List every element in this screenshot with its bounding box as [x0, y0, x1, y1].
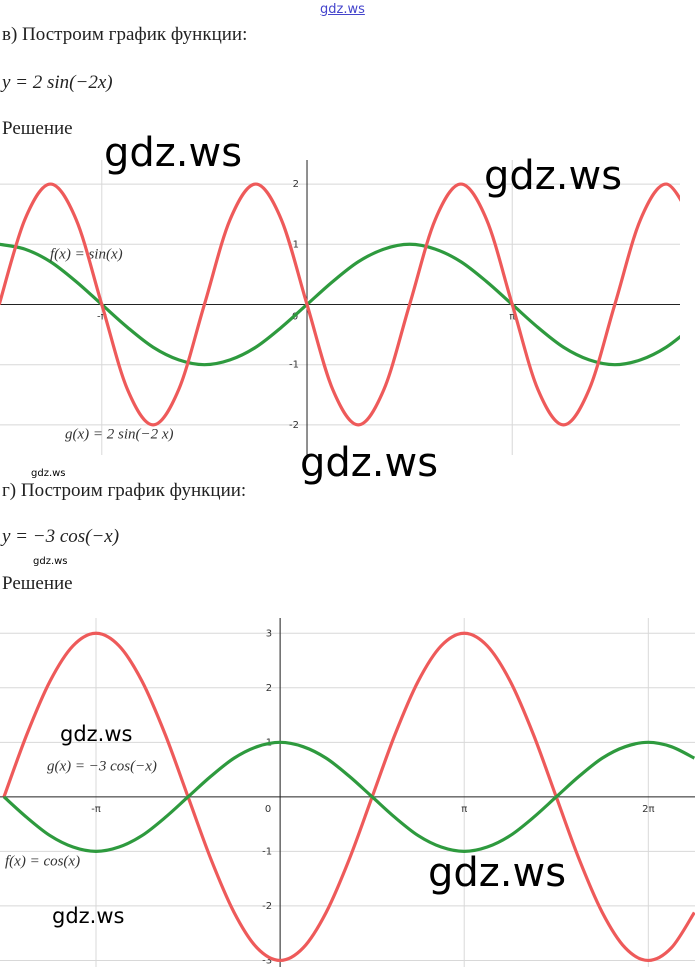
watermark: gdz.ws	[104, 130, 243, 176]
x-tick-label: -π	[91, 804, 101, 815]
watermark: gdz.ws	[300, 440, 439, 486]
y-tick-label: 3	[266, 628, 272, 639]
x-tick-label: -π	[97, 311, 107, 322]
formula: y = 2 sin(−2x)	[2, 72, 113, 93]
y-tick-label: 2	[266, 683, 272, 694]
watermark: gdz.ws	[52, 904, 125, 928]
y-tick-label: -2	[289, 420, 299, 431]
y-tick-label: -2	[262, 901, 272, 912]
heading: г) Построим график функции:	[2, 480, 247, 501]
curve	[0, 182, 680, 427]
y-tick-label: -1	[262, 846, 272, 857]
y-tick-label: -1	[289, 360, 299, 371]
x-tick-label: π	[509, 311, 515, 322]
chart: -2-112-π 0 πf(x) = sin(x)g(x) = 2 sin(−2 x…	[0, 160, 680, 455]
curve-label: g(x) = −3 cos(−x)	[47, 758, 157, 774]
formula: y = −3 cos(−x)	[2, 526, 120, 547]
heading: в) Построим график функции:	[2, 24, 248, 45]
y-tick-label: 1	[293, 239, 299, 250]
x-tick-label: 2π	[642, 804, 654, 815]
site-link[interactable]: gdz.ws	[320, 2, 365, 17]
y-tick-label: -3	[262, 955, 272, 966]
y-tick-label: 2	[293, 179, 299, 190]
curve	[2, 740, 695, 853]
solution-label: Решение	[2, 573, 73, 594]
watermark: gdz.ws	[428, 850, 567, 896]
x-tick-label: 0	[265, 804, 271, 815]
watermark: gdz.ws	[33, 556, 68, 567]
curve-label: g(x) = 2 sin(−2 x)	[65, 426, 174, 442]
watermark: gdz.ws	[60, 722, 133, 746]
watermark: gdz.ws	[484, 153, 623, 199]
curve	[2, 631, 695, 963]
x-tick-label: π	[461, 804, 467, 815]
solution-label: Решение	[2, 118, 73, 139]
curve	[0, 242, 680, 367]
watermark: gdz.ws	[31, 468, 66, 479]
curve-label: f(x) = cos(x)	[5, 853, 80, 869]
